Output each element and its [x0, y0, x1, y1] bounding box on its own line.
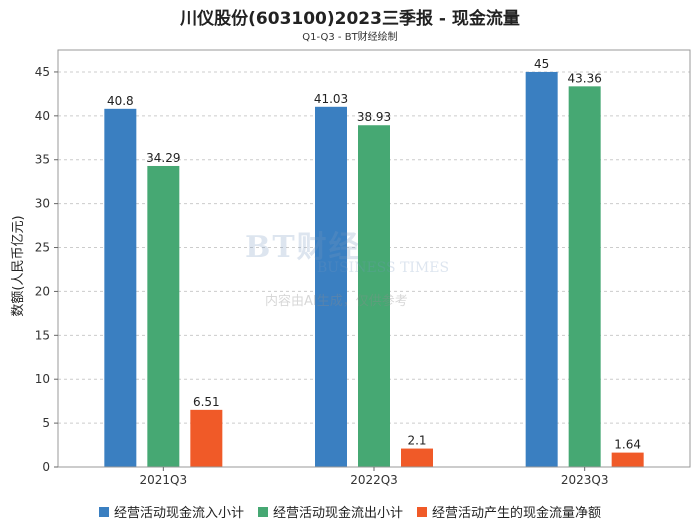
legend-label: 经营活动现金流出小计	[272, 506, 403, 521]
legend-label: 经营活动现金流入小计	[113, 506, 244, 521]
bar-value-label: 2.1	[407, 434, 426, 448]
y-tick-label: 10	[35, 372, 50, 386]
bar	[568, 86, 601, 467]
legend: 经营活动现金流入小计 经营活动现金流出小计 经营活动产生的现金流量净额	[0, 502, 700, 521]
legend-swatch	[417, 506, 427, 517]
bar-value-label: 38.93	[357, 110, 391, 124]
x-tick-label: 2022Q3	[350, 473, 398, 487]
bar	[104, 108, 137, 468]
bar	[190, 409, 223, 467]
y-tick-label: 15	[35, 328, 50, 342]
bar-value-label: 43.36	[567, 71, 601, 85]
y-tick-label: 35	[35, 153, 50, 167]
y-tick-label: 25	[35, 241, 50, 255]
legend-item-outflow: 经营活动现金流出小计	[257, 502, 403, 521]
bar	[358, 125, 390, 467]
bar-value-label: 41.03	[314, 92, 348, 106]
bar	[611, 452, 644, 467]
y-tick-label: 30	[35, 197, 50, 211]
bar-value-label: 40.8	[107, 94, 134, 108]
bar-value-label: 45	[534, 57, 549, 71]
x-tick-label: 2021Q3	[140, 473, 188, 487]
legend-swatch	[98, 506, 109, 517]
legend-label: 经营活动产生的现金流量净额	[432, 506, 602, 521]
y-tick-label: 5	[42, 416, 50, 430]
y-tick-label: 20	[35, 284, 50, 298]
legend-item-net: 经营活动产生的现金流量净额	[417, 502, 601, 521]
y-tick-label: 0	[42, 460, 50, 474]
bar	[147, 165, 180, 467]
bar-value-label: 1.64	[614, 438, 641, 452]
y-tick-label: 40	[35, 109, 50, 123]
bar-value-label: 34.29	[146, 151, 180, 165]
axes: 0 5 10 15 20 25 30 35 40 45 2021Q3 2022Q3 2023Q3	[35, 49, 691, 487]
y-tick-label: 45	[35, 65, 50, 79]
legend-item-inflow: 经营活动现金流入小计	[98, 502, 244, 521]
bar-value-label: 6.51	[193, 395, 220, 409]
bar	[401, 448, 433, 467]
bars: 40.8 34.29 6.51 41.03 38.93 2.1 45 43.36 1.64	[104, 57, 644, 468]
x-tick-label: 2023Q3	[561, 473, 609, 487]
bar	[525, 71, 558, 468]
y-axis-label: 数额(人民币亿元)	[11, 215, 26, 316]
chart-subtitle: Q1-Q3 - BT财经绘制	[302, 32, 398, 43]
chart-title: 川仪股份(603100)2023三季报 - 现金流量	[180, 9, 520, 29]
legend-swatch	[257, 506, 268, 517]
bar	[315, 106, 347, 467]
